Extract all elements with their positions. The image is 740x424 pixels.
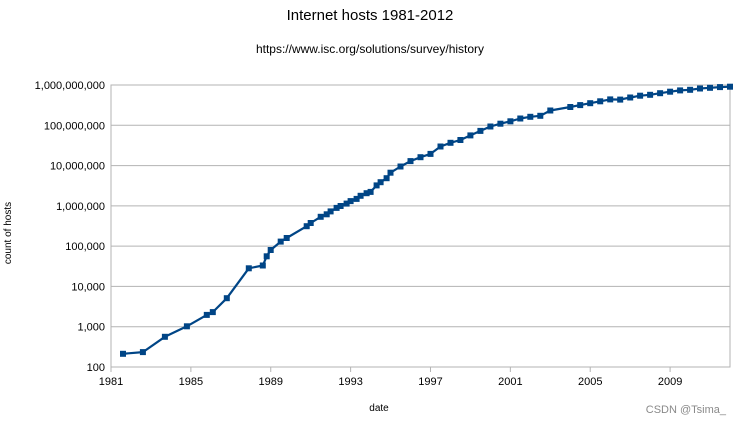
x-tick-label: 1981	[99, 376, 123, 388]
y-tick-label: 10,000	[71, 281, 105, 293]
plot-frame	[110, 84, 731, 368]
x-tick-label: 2005	[578, 376, 602, 388]
data-point	[337, 203, 344, 209]
data-point	[347, 198, 354, 205]
y-tick-label: 10,000,000	[50, 161, 105, 173]
data-point	[607, 96, 614, 103]
x-tick-label: 1989	[258, 376, 282, 388]
data-point	[597, 98, 604, 105]
y-tick-label: 1,000,000	[56, 201, 105, 213]
x-tick-label: 1997	[418, 376, 442, 388]
data-point	[447, 139, 454, 146]
data-point	[697, 85, 703, 92]
data-point	[627, 94, 634, 101]
data-point	[377, 179, 384, 186]
data-point	[587, 100, 594, 107]
data-point	[183, 323, 190, 330]
data-point	[373, 182, 380, 189]
grid	[110, 84, 731, 372]
data-point	[367, 188, 374, 195]
data-point	[161, 333, 168, 340]
x-tick-label: 1993	[338, 376, 362, 388]
data-point	[343, 200, 350, 207]
data-point	[245, 265, 252, 272]
data-point	[223, 295, 230, 302]
plot-area	[120, 83, 733, 357]
data-point	[647, 91, 654, 98]
chart-subtitle: https://www.isc.org/solutions/survey/his…	[256, 42, 484, 56]
data-point	[317, 213, 324, 220]
data-point	[687, 86, 694, 93]
data-point	[497, 120, 504, 127]
watermark: CSDN @Tsima_	[646, 404, 727, 416]
data-point	[477, 127, 484, 134]
data-point	[657, 90, 664, 97]
x-tick-label: 2001	[498, 376, 522, 388]
data-point	[283, 235, 290, 241]
data-point	[139, 349, 146, 356]
data-point	[487, 123, 494, 130]
data-point	[120, 350, 126, 357]
data-point	[327, 208, 334, 215]
x-tick-label: 2009	[658, 376, 682, 388]
y-tick-label: 100	[87, 362, 105, 374]
data-point	[507, 118, 514, 125]
tick-labels: 100 1,000 10,000 100,000 1,000,000 10,000,000…	[35, 80, 683, 388]
data-point	[577, 102, 584, 109]
data-point	[637, 92, 644, 99]
data-point	[353, 195, 360, 202]
y-tick-label: 100,000,000	[44, 120, 105, 132]
data-point	[209, 309, 216, 316]
data-point	[467, 132, 474, 139]
data-point	[537, 112, 544, 119]
data-point	[387, 169, 394, 176]
data-point	[357, 192, 364, 199]
data-point	[259, 262, 266, 269]
data-point	[263, 253, 270, 260]
data-point	[567, 104, 574, 110]
data-point	[383, 175, 390, 182]
chart-title: Internet hosts 1981-2012	[287, 7, 454, 24]
data-point	[727, 83, 733, 90]
data-point	[363, 190, 370, 197]
data-point	[417, 154, 424, 161]
data-point	[617, 96, 624, 103]
data-point	[203, 311, 210, 318]
x-axis-label: date	[369, 403, 389, 414]
data-point	[717, 84, 723, 91]
data-point	[457, 137, 464, 143]
data-point	[437, 143, 444, 150]
y-axis-label: count of hosts	[3, 202, 14, 264]
data-point	[667, 88, 674, 95]
data-point	[677, 87, 684, 94]
data-point	[307, 220, 314, 226]
y-tick-label: 1,000,000,000	[35, 80, 105, 92]
data-point	[547, 107, 554, 114]
data-point	[407, 158, 414, 165]
y-tick-label: 1,000	[77, 322, 105, 334]
data-point	[333, 204, 340, 211]
x-tick-label: 1985	[179, 376, 203, 388]
data-point	[277, 238, 284, 245]
y-tick-label: 100,000	[65, 241, 105, 253]
data-point	[517, 115, 524, 122]
data-point	[707, 84, 713, 91]
data-point	[323, 211, 330, 218]
data-point	[267, 247, 274, 253]
data-point	[427, 150, 434, 157]
data-point	[397, 163, 404, 170]
data-point	[303, 223, 310, 230]
data-point	[527, 113, 534, 120]
